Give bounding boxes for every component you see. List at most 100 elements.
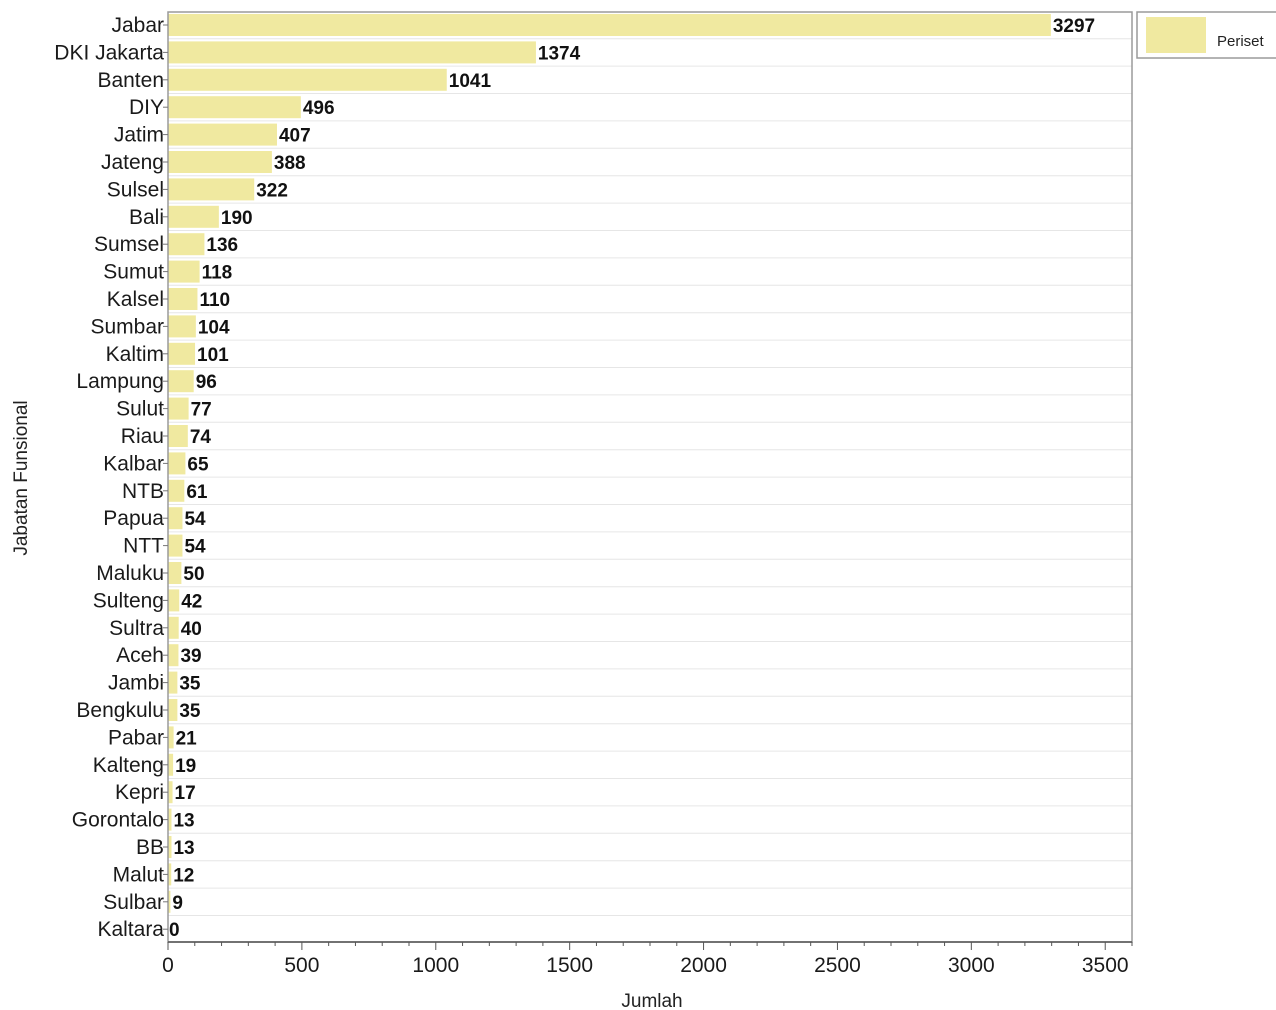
category-label: Sultra xyxy=(109,617,164,640)
category-label: Sumbar xyxy=(90,315,164,338)
data-label: 35 xyxy=(179,674,201,695)
category-label: Jambi xyxy=(108,672,164,695)
category-label: Kaltim xyxy=(106,343,164,366)
data-label: 388 xyxy=(274,153,306,174)
data-label: 54 xyxy=(184,537,206,558)
bar xyxy=(168,808,172,831)
x-axis-title: Jumlah xyxy=(621,991,682,1010)
legend-label: Periset xyxy=(1217,33,1265,50)
bar xyxy=(168,671,178,694)
bar xyxy=(168,589,180,612)
category-label: Sumsel xyxy=(94,233,164,256)
category-label: Sulsel xyxy=(107,178,164,201)
data-label: 1041 xyxy=(449,71,492,92)
y-axis-title: Jabatan Funsional xyxy=(11,400,32,555)
category-label: Bengkulu xyxy=(76,699,164,722)
category-label: Sulteng xyxy=(93,589,164,612)
bar xyxy=(168,562,182,584)
bar xyxy=(168,726,174,749)
bar xyxy=(168,205,219,228)
category-label: Riau xyxy=(121,425,164,448)
category-label: Kalsel xyxy=(107,288,164,311)
bar xyxy=(168,288,198,310)
bar xyxy=(168,96,301,119)
bar xyxy=(168,315,196,338)
legend: Periset xyxy=(1136,11,1276,59)
x-axis: 0 500 1000 1500 2000 2500 3000 3500 xyxy=(162,941,1133,977)
x-tick-label: 500 xyxy=(284,954,319,977)
data-label: 0 xyxy=(169,920,180,941)
bar xyxy=(168,68,447,91)
data-label: 9 xyxy=(172,893,183,914)
data-label: 61 xyxy=(186,482,208,503)
bar xyxy=(168,14,1051,36)
category-label: Gorontalo xyxy=(72,809,164,832)
bar xyxy=(168,616,179,639)
category-label: Lampung xyxy=(76,370,164,393)
x-tick-label: 3500 xyxy=(1082,954,1129,977)
bar xyxy=(168,534,183,557)
data-label: 65 xyxy=(187,454,209,475)
category-label: Banten xyxy=(97,69,164,92)
data-label: 21 xyxy=(176,728,198,749)
bar xyxy=(168,178,255,201)
bar xyxy=(168,699,178,721)
category-label: DIY xyxy=(129,96,164,119)
legend-swatch xyxy=(1146,17,1206,53)
data-label: 19 xyxy=(175,756,196,777)
data-label: 101 xyxy=(197,345,229,366)
category-label: NTB xyxy=(122,480,164,503)
category-label: Aceh xyxy=(116,644,164,667)
bar xyxy=(168,753,174,776)
bar xyxy=(168,890,171,913)
data-label: 42 xyxy=(181,591,202,612)
x-tick-label: 1500 xyxy=(546,954,593,977)
category-label: Pabar xyxy=(108,726,164,749)
bar xyxy=(168,41,536,64)
data-label: 13 xyxy=(173,811,194,832)
category-label: BB xyxy=(136,836,164,859)
category-label: Jabar xyxy=(111,14,164,37)
data-label: 407 xyxy=(279,126,311,147)
bar xyxy=(168,425,188,447)
category-labels: Jabar DKI Jakarta Banten DIY Jatim Jateng Suls… xyxy=(54,14,168,941)
x-tick-label: 2000 xyxy=(680,954,727,977)
category-label: Malut xyxy=(113,863,165,886)
bar xyxy=(168,342,196,365)
data-label: 322 xyxy=(256,180,288,201)
category-label: Jatim xyxy=(114,124,164,147)
category-label: Papua xyxy=(103,507,164,530)
category-label: Kepri xyxy=(115,781,164,804)
bar xyxy=(168,260,200,283)
data-label: 50 xyxy=(183,564,204,585)
category-label: DKI Jakarta xyxy=(54,41,164,64)
category-label: Kalteng xyxy=(93,754,164,777)
data-label: 496 xyxy=(303,98,335,119)
category-label: Sumut xyxy=(103,261,164,284)
category-label: Sulut xyxy=(116,398,164,421)
data-label: 40 xyxy=(181,619,202,640)
data-label: 77 xyxy=(191,400,212,421)
category-label: Bali xyxy=(129,206,164,229)
bar xyxy=(168,644,179,667)
bar xyxy=(168,479,185,502)
bars xyxy=(168,14,1051,913)
bar xyxy=(168,781,173,804)
bar xyxy=(168,452,186,475)
data-label: 74 xyxy=(190,427,212,448)
bar xyxy=(168,836,172,858)
bar xyxy=(168,370,194,393)
x-tick-label: 1000 xyxy=(412,954,459,977)
bar xyxy=(168,233,205,256)
data-label: 17 xyxy=(175,783,196,804)
category-label: Jateng xyxy=(101,151,164,174)
bar xyxy=(168,507,183,530)
data-label: 96 xyxy=(196,372,217,393)
value-labels: 3297137410414964073883221901361181101041… xyxy=(169,16,1095,941)
data-label: 1374 xyxy=(538,43,581,64)
data-label: 110 xyxy=(199,290,230,311)
category-label: NTT xyxy=(123,535,164,558)
data-label: 104 xyxy=(198,317,230,338)
data-label: 118 xyxy=(202,263,233,284)
